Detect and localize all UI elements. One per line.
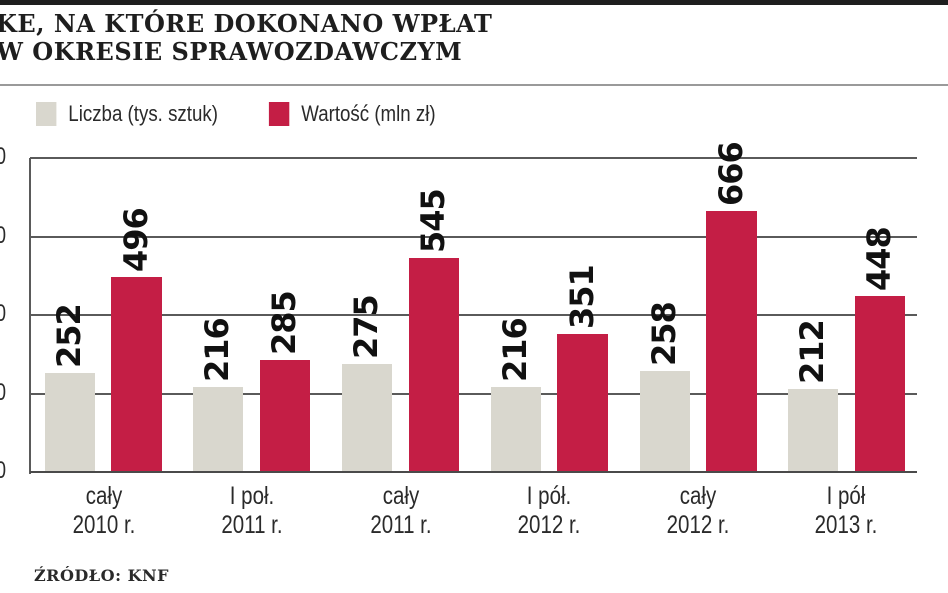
x-label-line2: 2013 r. <box>814 511 878 539</box>
x-label-line1: I pół <box>826 482 866 510</box>
legend-swatch-liczba <box>36 102 57 126</box>
legend-label-liczba: Liczba (tys. sztuk) <box>68 101 218 126</box>
x-label-line2: 2012 r. <box>666 511 730 539</box>
bar-liczba-2010 <box>45 373 95 472</box>
x-label-line1: I poł. <box>229 482 275 510</box>
legend-item-wartosc: Wartość (mln zł) <box>268 101 436 127</box>
gridline-600 <box>30 236 917 238</box>
value-label-wartosc-h1-2011: 285 <box>265 291 303 355</box>
x-label-h1-2013: I pół 2013 r. <box>786 482 906 540</box>
y-tick-400: 0 <box>0 300 6 328</box>
y-axis <box>29 158 31 474</box>
bar-liczba-2011 <box>342 364 392 472</box>
legend-swatch-wartosc <box>268 102 290 126</box>
x-label-2011: cały 2011 r. <box>341 482 461 540</box>
x-label-line2: 2011 r. <box>370 511 432 539</box>
legend: Liczba (tys. sztuk) Wartość (mln zł) <box>36 101 487 127</box>
gridline-400 <box>30 314 917 316</box>
bar-wartosc-2011 <box>409 258 459 472</box>
value-label-liczba-h1-2011: 216 <box>198 318 236 382</box>
value-label-liczba-h1-2013: 212 <box>793 320 831 384</box>
bar-wartosc-2012 <box>706 211 757 472</box>
value-label-wartosc-2010: 496 <box>117 208 155 272</box>
bar-wartosc-2010 <box>111 277 162 472</box>
bar-wartosc-h1-2011 <box>260 360 310 472</box>
x-label-line2: 2011 r. <box>221 511 283 539</box>
x-label-h1-2012: I pół. 2012 r. <box>489 482 609 540</box>
value-label-wartosc-2011: 545 <box>414 189 452 253</box>
legend-item-liczba: Liczba (tys. sztuk) <box>36 101 218 127</box>
title-divider <box>0 84 948 86</box>
title-line-1: KE, NA KTÓRE DOKONANO WPŁAT <box>0 9 493 38</box>
value-label-liczba-2010: 252 <box>50 304 88 368</box>
x-label-line1: cały <box>85 482 123 510</box>
x-label-line1: cały <box>679 482 717 510</box>
value-label-wartosc-h1-2012: 351 <box>563 265 601 329</box>
x-label-line2: 2010 r. <box>72 511 136 539</box>
y-tick-0: 0 <box>0 457 6 485</box>
bar-wartosc-h1-2013 <box>855 296 905 472</box>
x-label-2012: cały 2012 r. <box>638 482 758 540</box>
value-label-liczba-2011: 275 <box>347 295 385 359</box>
y-tick-200: 0 <box>0 379 6 407</box>
value-label-wartosc-2012: 666 <box>712 142 750 206</box>
value-label-liczba-2012: 258 <box>645 302 683 366</box>
x-axis-baseline <box>30 471 917 473</box>
value-label-liczba-h1-2012: 216 <box>496 318 534 382</box>
y-tick-800: 0 <box>0 143 6 171</box>
x-label-h1-2011: I poł. 2011 r. <box>192 482 312 540</box>
source-note: ŹRÓDŁO: KNF <box>34 566 169 585</box>
bar-liczba-h1-2013 <box>788 389 838 472</box>
gridline-800 <box>30 157 917 159</box>
chart-title: KE, NA KTÓRE DOKONANO WPŁAT W OKRESIE SP… <box>0 10 492 66</box>
x-label-2010: cały 2010 r. <box>44 482 164 540</box>
y-tick-600: 0 <box>0 222 6 250</box>
top-border <box>0 0 948 5</box>
bar-liczba-h1-2012 <box>491 387 541 472</box>
value-label-wartosc-h1-2013: 448 <box>860 227 898 291</box>
gridline-200 <box>30 393 917 395</box>
x-label-line1: I pół. <box>526 482 572 510</box>
bar-liczba-h1-2011 <box>193 387 243 472</box>
x-label-line1: cały <box>382 482 420 510</box>
title-line-2: W OKRESIE SPRAWOZDAWCZYM <box>0 37 463 66</box>
bar-wartosc-h1-2012 <box>557 334 608 472</box>
bar-liczba-2012 <box>640 371 690 472</box>
x-label-line2: 2012 r. <box>517 511 581 539</box>
legend-label-wartosc: Wartość (mln zł) <box>301 101 436 126</box>
